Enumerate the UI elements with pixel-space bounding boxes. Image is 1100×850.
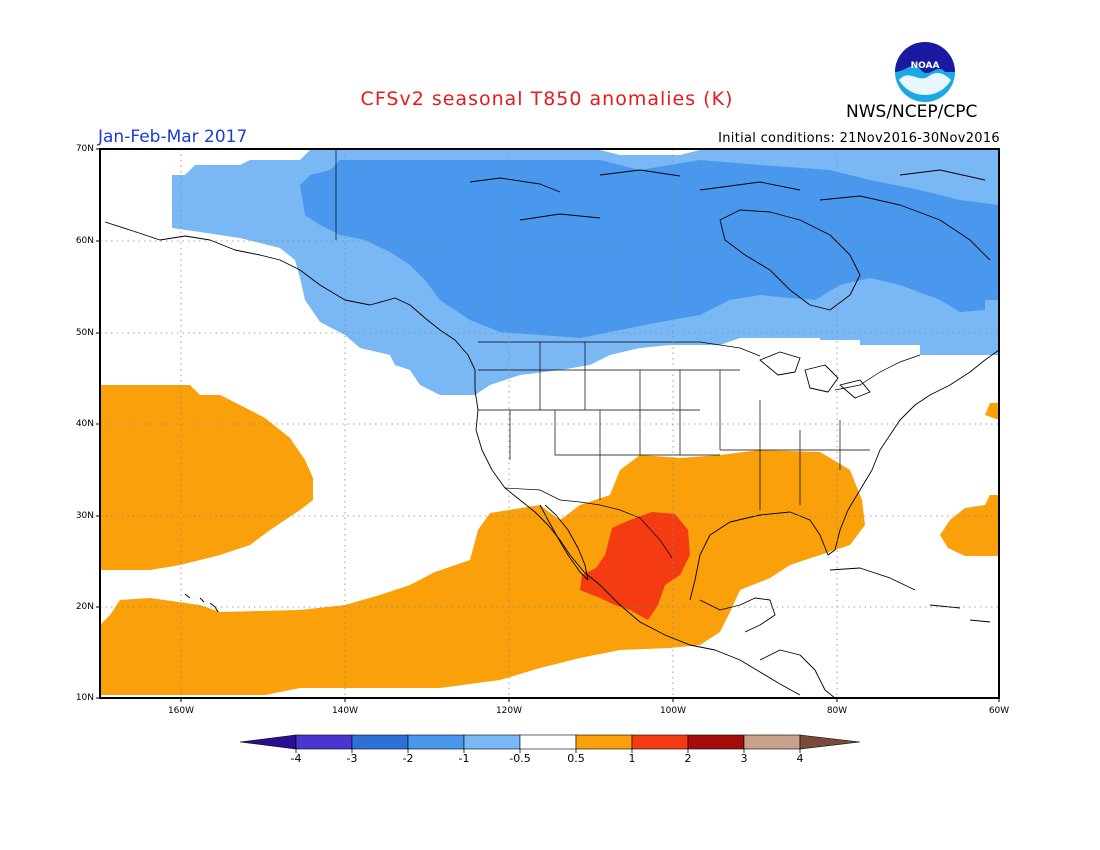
initial-conditions-label: Initial conditions: 21Nov2016-30Nov2016 [718, 131, 1000, 146]
colorbar-label: -2 [402, 752, 414, 765]
lat-label-40n: 40N [75, 419, 94, 429]
coastline-arctic [469, 169, 991, 261]
us-state-lines [478, 342, 870, 510]
colorbar-label: 2 [684, 752, 692, 765]
colorbar-label: -4 [290, 752, 302, 765]
warm-anomaly-atlantic-north [985, 403, 999, 420]
lat-label-70n: 70N [75, 144, 94, 154]
lat-label-50n: 50N [75, 328, 94, 338]
lat-label-20n: 20N [75, 602, 94, 612]
colorbar-label: 0.5 [567, 752, 585, 765]
colorbar-arrow-right [799, 734, 861, 750]
coastline-yucatan [699, 597, 776, 633]
colorbar-segment [743, 734, 801, 750]
colorbar-segment [575, 734, 633, 750]
colorbar-arrow-left [239, 734, 297, 750]
colorbar-label: -0.5 [509, 752, 531, 765]
colorbar-label: -1 [458, 752, 470, 765]
colorbar-segment [295, 734, 353, 750]
period-label: Jan-Feb-Mar 2017 [98, 127, 248, 147]
colorbar-segment [631, 734, 689, 750]
hawaii-islands [184, 593, 219, 613]
colorbar-segment [463, 734, 521, 750]
coastline-central-america [759, 649, 836, 698]
lon-label-140w: 140W [331, 706, 359, 716]
border-us-canada [478, 341, 921, 391]
chart-title: CFSv2 seasonal T850 anomalies (K) [360, 88, 734, 110]
lat-label-10n: 10N [75, 693, 94, 703]
colorbar-segment [519, 734, 577, 750]
coastline-baja [539, 504, 589, 581]
warm-anomaly-pacific-south [100, 450, 865, 695]
colorbar-label: 4 [796, 752, 804, 765]
coastline-gulf [689, 349, 999, 601]
colorbar-segment [351, 734, 409, 750]
coastline-hudson-bay [719, 209, 861, 311]
colorbar-label: -3 [346, 752, 358, 765]
great-lakes [759, 351, 871, 399]
lon-label-120w: 120W [495, 706, 523, 716]
lon-label-60w: 60W [988, 706, 1010, 716]
agency-label: NWS/NCEP/CPC [846, 102, 978, 122]
colorbar-segment [407, 734, 465, 750]
lon-label-160w: 160W [167, 706, 195, 716]
lon-label-100w: 100W [659, 706, 687, 716]
noaa-logo: NOAA [895, 42, 955, 102]
colorbar-segment [687, 734, 745, 750]
colorbar [239, 734, 861, 753]
warm-anomaly-pacific-north [100, 385, 313, 570]
border-us-mexico [504, 487, 673, 559]
lon-label-80w: 80W [826, 706, 848, 716]
warm-anomaly-atlantic [940, 495, 999, 556]
lat-label-30n: 30N [75, 511, 94, 521]
logo-text: NOAA [911, 61, 940, 71]
colorbar-label: 1 [628, 752, 636, 765]
coastline-cuba [829, 567, 991, 623]
cold-anomaly-region-dark [300, 160, 999, 338]
colorbar-label: 3 [740, 752, 748, 765]
lat-label-60n: 60N [75, 236, 94, 246]
